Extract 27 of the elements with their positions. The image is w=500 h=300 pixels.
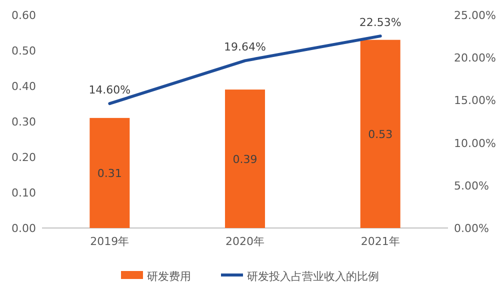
y2-tick-label: 20.00% — [454, 52, 496, 65]
data-label: 14.60% — [88, 84, 131, 97]
data-label: 19.64% — [224, 40, 266, 54]
data-label: 0.31 — [97, 166, 122, 180]
y2-tick-label: 15.00% — [454, 94, 496, 108]
y-tick-label: 0.10 — [12, 186, 36, 200]
y-tick-label: 0.60 — [12, 9, 36, 22]
data-label: 22.53% — [359, 16, 402, 30]
y-tick-label: 0.30 — [12, 116, 36, 128]
x-tick-label: 2021年 — [360, 235, 400, 248]
data-label: 0.53 — [368, 128, 393, 141]
y-tick-label: 0.20 — [12, 151, 36, 164]
bar — [360, 40, 400, 228]
y2-tick-label: 25.00% — [454, 9, 496, 22]
legend-label: 研发费用 — [147, 270, 191, 283]
y2-tick-label: 10.00% — [454, 136, 496, 150]
y2-tick-label: 5.00% — [454, 179, 489, 192]
bar — [90, 118, 130, 228]
y-tick-label: 0.50 — [12, 44, 36, 58]
x-tick-label: 2019年 — [90, 235, 130, 248]
x-tick-label: 2020年 — [226, 235, 264, 248]
data-label: 0.39 — [232, 152, 258, 166]
bar — [225, 90, 265, 228]
y-tick-label: 0.40 — [12, 80, 36, 93]
legend-label: 研发投入占营业收入的比例 — [247, 270, 379, 283]
y-tick-label: 0.00 — [12, 222, 36, 235]
y2-tick-label: 0.00% — [454, 222, 489, 235]
